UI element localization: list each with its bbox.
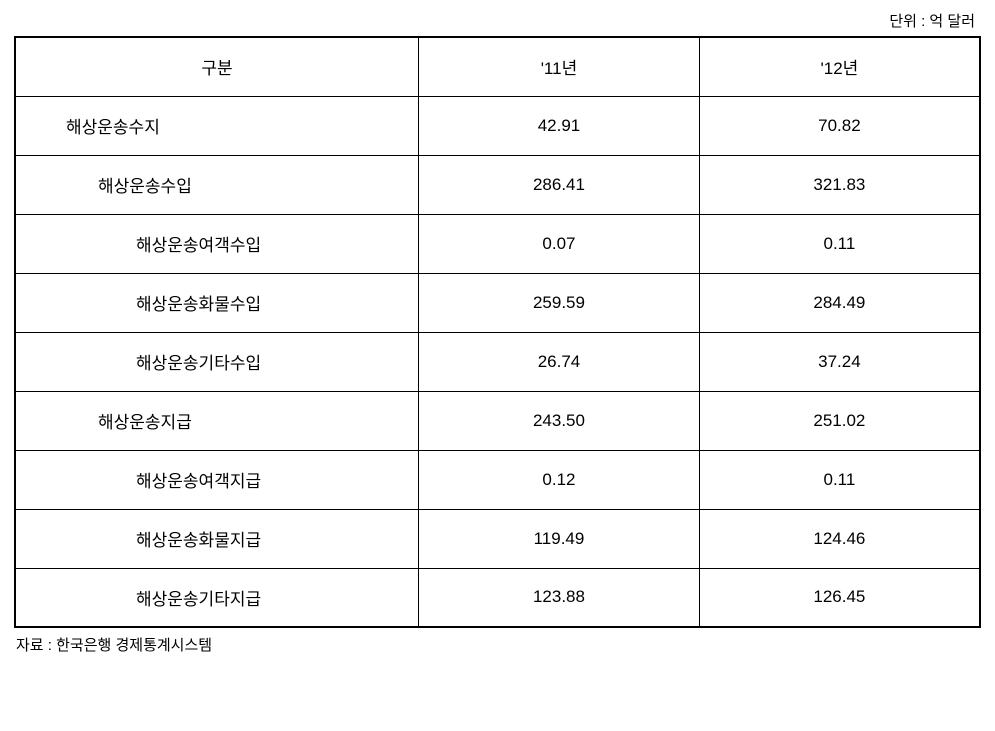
cell-year-2012: 284.49 [699, 273, 980, 332]
column-header-category: 구분 [15, 37, 419, 96]
row-label: 해상운송화물수입 [15, 273, 419, 332]
column-header-year-2012: '12년 [699, 37, 980, 96]
cell-year-2011: 26.74 [419, 332, 700, 391]
cell-year-2011: 119.49 [419, 509, 700, 568]
cell-year-2011: 243.50 [419, 391, 700, 450]
cell-year-2012: 0.11 [699, 450, 980, 509]
row-label: 해상운송기타수입 [15, 332, 419, 391]
table-row: 해상운송수입286.41321.83 [15, 155, 980, 214]
table-row: 해상운송여객수입0.070.11 [15, 214, 980, 273]
table-header-row: 구분 '11년 '12년 [15, 37, 980, 96]
cell-year-2011: 0.07 [419, 214, 700, 273]
cell-year-2012: 0.11 [699, 214, 980, 273]
table-row: 해상운송지급243.50251.02 [15, 391, 980, 450]
table-row: 해상운송기타지급123.88126.45 [15, 568, 980, 627]
cell-year-2011: 123.88 [419, 568, 700, 627]
column-header-year-2011: '11년 [419, 37, 700, 96]
cell-year-2012: 251.02 [699, 391, 980, 450]
unit-label: 단위 : 억 달러 [14, 10, 981, 31]
cell-year-2011: 0.12 [419, 450, 700, 509]
row-label: 해상운송여객지급 [15, 450, 419, 509]
cell-year-2011: 286.41 [419, 155, 700, 214]
cell-year-2011: 42.91 [419, 96, 700, 155]
row-label: 해상운송지급 [15, 391, 419, 450]
data-table: 구분 '11년 '12년 해상운송수지42.9170.82해상운송수입286.4… [14, 36, 981, 628]
table-row: 해상운송수지42.9170.82 [15, 96, 980, 155]
row-label: 해상운송기타지급 [15, 568, 419, 627]
row-label: 해상운송화물지급 [15, 509, 419, 568]
table-row: 해상운송기타수입26.7437.24 [15, 332, 980, 391]
cell-year-2011: 259.59 [419, 273, 700, 332]
cell-year-2012: 126.45 [699, 568, 980, 627]
source-label: 자료 : 한국은행 경제통계시스템 [14, 634, 981, 655]
table-row: 해상운송화물지급119.49124.46 [15, 509, 980, 568]
row-label: 해상운송수지 [15, 96, 419, 155]
row-label: 해상운송여객수입 [15, 214, 419, 273]
table-body: 해상운송수지42.9170.82해상운송수입286.41321.83해상운송여객… [15, 96, 980, 627]
row-label: 해상운송수입 [15, 155, 419, 214]
cell-year-2012: 37.24 [699, 332, 980, 391]
table-row: 해상운송화물수입259.59284.49 [15, 273, 980, 332]
cell-year-2012: 321.83 [699, 155, 980, 214]
cell-year-2012: 124.46 [699, 509, 980, 568]
table-row: 해상운송여객지급0.120.11 [15, 450, 980, 509]
cell-year-2012: 70.82 [699, 96, 980, 155]
